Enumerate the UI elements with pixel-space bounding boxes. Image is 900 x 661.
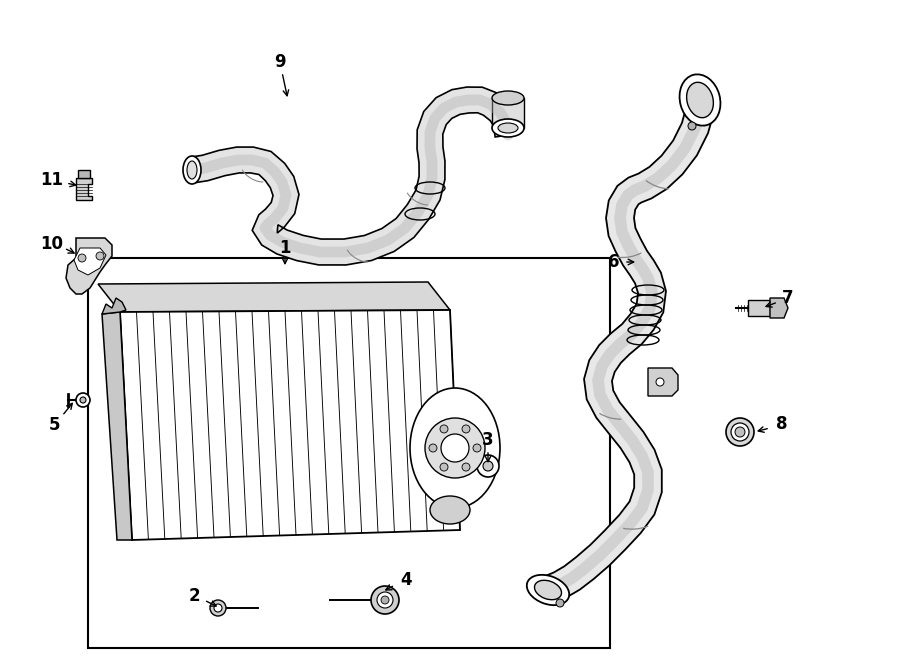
Polygon shape [120,310,460,540]
Circle shape [377,592,393,608]
Ellipse shape [492,91,524,105]
Circle shape [462,425,470,433]
Ellipse shape [492,119,524,137]
Circle shape [477,455,499,477]
Circle shape [440,463,448,471]
Circle shape [556,599,564,607]
Text: 2: 2 [188,587,200,605]
Circle shape [80,397,86,403]
Circle shape [210,600,226,616]
Circle shape [688,122,696,130]
Text: 8: 8 [776,415,788,433]
Bar [78,170,90,178]
Text: 9: 9 [274,53,286,71]
Ellipse shape [183,156,201,184]
Text: 6: 6 [608,253,620,271]
Ellipse shape [498,123,518,133]
Text: 3: 3 [482,431,494,449]
Text: 1: 1 [279,239,291,257]
Polygon shape [492,98,524,128]
Ellipse shape [526,575,569,605]
Polygon shape [102,312,132,540]
Text: 7: 7 [782,289,794,307]
Polygon shape [543,106,714,603]
Circle shape [371,586,399,614]
Circle shape [473,444,481,452]
Ellipse shape [430,496,470,524]
Polygon shape [748,300,770,316]
Circle shape [441,434,469,462]
Ellipse shape [410,388,500,508]
Circle shape [735,427,745,437]
Circle shape [214,604,222,612]
Text: 10: 10 [40,235,64,253]
Polygon shape [190,87,521,265]
Polygon shape [74,248,106,275]
Circle shape [726,418,754,446]
Circle shape [440,425,448,433]
Polygon shape [648,368,678,396]
Ellipse shape [535,580,562,600]
Text: 11: 11 [40,171,64,189]
Circle shape [425,418,485,478]
Polygon shape [102,298,126,314]
Circle shape [462,463,470,471]
Text: 5: 5 [50,416,61,434]
Text: 4: 4 [400,571,412,589]
Ellipse shape [687,82,714,118]
Ellipse shape [187,161,197,179]
Circle shape [96,252,104,260]
Polygon shape [66,238,112,294]
Ellipse shape [680,74,721,126]
Circle shape [381,596,389,604]
Polygon shape [98,282,450,312]
Circle shape [78,254,86,262]
Polygon shape [770,298,788,318]
Polygon shape [76,178,92,200]
Circle shape [656,378,664,386]
Circle shape [429,444,437,452]
Circle shape [76,393,90,407]
Bar [88,258,610,648]
Circle shape [483,461,493,471]
Circle shape [731,423,749,441]
